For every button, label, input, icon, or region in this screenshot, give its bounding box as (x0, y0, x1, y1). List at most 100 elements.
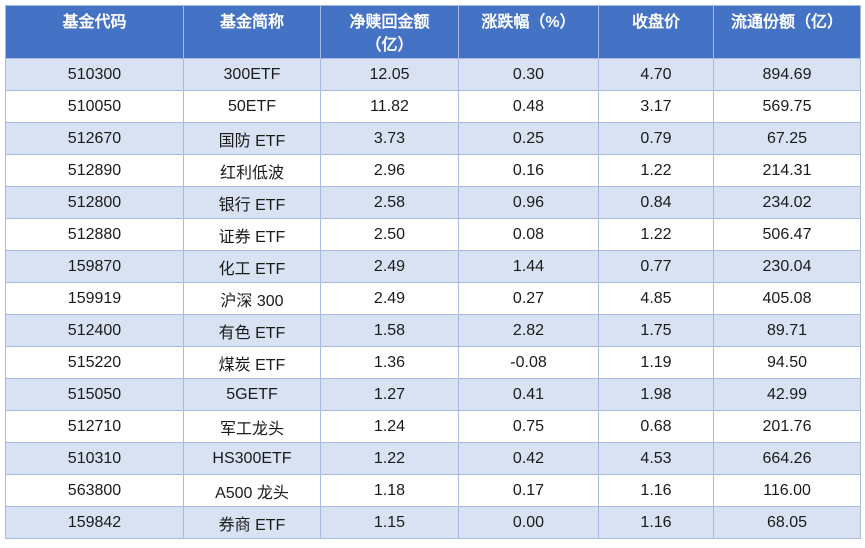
cell-change-pct: 0.17 (458, 474, 599, 507)
cell-close-price: 1.19 (598, 346, 714, 379)
cell-fund-code: 510050 (5, 90, 184, 123)
cell-net-redemption: 3.73 (320, 122, 459, 155)
cell-close-price: 1.22 (598, 218, 714, 251)
cell-close-price: 1.75 (598, 314, 714, 347)
cell-float-shares: 214.31 (713, 154, 861, 187)
table-row: 512880 证券 ETF 2.50 0.08 1.22 506.47 (5, 218, 861, 251)
cell-change-pct: 0.75 (458, 410, 599, 443)
cell-close-price: 0.77 (598, 250, 714, 283)
cell-float-shares: 405.08 (713, 282, 861, 315)
table-row: 510310 HS300ETF 1.22 0.42 4.53 664.26 (5, 442, 861, 475)
cell-float-shares: 94.50 (713, 346, 861, 379)
table-header-row: 基金代码 基金简称 净赎回金额（亿） 涨跌幅（%） 收盘价 流通份额（亿） (5, 5, 861, 59)
cell-change-pct: 0.42 (458, 442, 599, 475)
cell-close-price: 0.68 (598, 410, 714, 443)
cell-change-pct: 0.96 (458, 186, 599, 219)
cell-close-price: 1.22 (598, 154, 714, 187)
column-header-fund-code: 基金代码 (5, 5, 184, 59)
cell-fund-code: 510300 (5, 58, 184, 91)
table-row: 159919 沪深 300 2.49 0.27 4.85 405.08 (5, 282, 861, 315)
cell-close-price: 0.84 (598, 186, 714, 219)
cell-float-shares: 68.05 (713, 506, 861, 539)
cell-fund-name: 沪深 300 (183, 282, 321, 315)
cell-fund-code: 159842 (5, 506, 184, 539)
cell-fund-name: HS300ETF (183, 442, 321, 475)
column-header-float-shares: 流通份额（亿） (713, 5, 861, 59)
cell-change-pct: 2.82 (458, 314, 599, 347)
cell-fund-name: 有色 ETF (183, 314, 321, 347)
cell-change-pct: 0.25 (458, 122, 599, 155)
cell-float-shares: 67.25 (713, 122, 861, 155)
cell-net-redemption: 2.50 (320, 218, 459, 251)
cell-fund-code: 512710 (5, 410, 184, 443)
cell-change-pct: 0.48 (458, 90, 599, 123)
table-row: 159842 券商 ETF 1.15 0.00 1.16 68.05 (5, 506, 861, 539)
cell-float-shares: 230.04 (713, 250, 861, 283)
cell-close-price: 1.98 (598, 378, 714, 411)
column-header-close-price: 收盘价 (598, 5, 714, 59)
table-row: 512670 国防 ETF 3.73 0.25 0.79 67.25 (5, 122, 861, 155)
cell-net-redemption: 12.05 (320, 58, 459, 91)
cell-fund-name: 煤炭 ETF (183, 346, 321, 379)
cell-net-redemption: 1.18 (320, 474, 459, 507)
cell-change-pct: 0.30 (458, 58, 599, 91)
cell-net-redemption: 2.49 (320, 250, 459, 283)
table-body: 510300 300ETF 12.05 0.30 4.70 894.69 510050 50E… (5, 58, 861, 539)
table-row: 515220 煤炭 ETF 1.36 -0.08 1.19 94.50 (5, 346, 861, 379)
cell-fund-code: 512880 (5, 218, 184, 251)
cell-float-shares: 569.75 (713, 90, 861, 123)
cell-change-pct: 0.08 (458, 218, 599, 251)
cell-net-redemption: 11.82 (320, 90, 459, 123)
cell-fund-name: 5GETF (183, 378, 321, 411)
cell-fund-name: 银行 ETF (183, 186, 321, 219)
table-row: 510300 300ETF 12.05 0.30 4.70 894.69 (5, 58, 861, 91)
cell-float-shares: 89.71 (713, 314, 861, 347)
cell-float-shares: 116.00 (713, 474, 861, 507)
cell-fund-code: 159919 (5, 282, 184, 315)
fund-table-container: 基金代码 基金简称 净赎回金额（亿） 涨跌幅（%） 收盘价 流通份额（亿） 51… (5, 5, 861, 539)
cell-close-price: 1.16 (598, 506, 714, 539)
table-row: 510050 50ETF 11.82 0.48 3.17 569.75 (5, 90, 861, 123)
cell-close-price: 3.17 (598, 90, 714, 123)
cell-net-redemption: 1.27 (320, 378, 459, 411)
cell-fund-code: 563800 (5, 474, 184, 507)
cell-net-redemption: 1.15 (320, 506, 459, 539)
cell-fund-name: A500 龙头 (183, 474, 321, 507)
cell-net-redemption: 1.24 (320, 410, 459, 443)
cell-fund-name: 证券 ETF (183, 218, 321, 251)
table-row: 512710 军工龙头 1.24 0.75 0.68 201.76 (5, 410, 861, 443)
cell-float-shares: 894.69 (713, 58, 861, 91)
table-row: 515050 5GETF 1.27 0.41 1.98 42.99 (5, 378, 861, 411)
cell-change-pct: 1.44 (458, 250, 599, 283)
column-header-fund-name: 基金简称 (183, 5, 321, 59)
cell-float-shares: 664.26 (713, 442, 861, 475)
column-header-change-pct: 涨跌幅（%） (458, 5, 599, 59)
cell-fund-name: 50ETF (183, 90, 321, 123)
cell-change-pct: 0.41 (458, 378, 599, 411)
cell-net-redemption: 2.96 (320, 154, 459, 187)
cell-close-price: 4.53 (598, 442, 714, 475)
cell-float-shares: 201.76 (713, 410, 861, 443)
cell-fund-code: 512800 (5, 186, 184, 219)
cell-fund-name: 券商 ETF (183, 506, 321, 539)
cell-float-shares: 42.99 (713, 378, 861, 411)
fund-redemption-table: 基金代码 基金简称 净赎回金额（亿） 涨跌幅（%） 收盘价 流通份额（亿） 51… (5, 5, 861, 539)
cell-change-pct: 0.27 (458, 282, 599, 315)
cell-fund-code: 510310 (5, 442, 184, 475)
cell-fund-name: 军工龙头 (183, 410, 321, 443)
table-row: 512400 有色 ETF 1.58 2.82 1.75 89.71 (5, 314, 861, 347)
cell-close-price: 4.70 (598, 58, 714, 91)
cell-fund-code: 512890 (5, 154, 184, 187)
cell-fund-name: 300ETF (183, 58, 321, 91)
cell-fund-code: 515050 (5, 378, 184, 411)
cell-close-price: 0.79 (598, 122, 714, 155)
cell-fund-code: 159870 (5, 250, 184, 283)
cell-net-redemption: 2.58 (320, 186, 459, 219)
cell-net-redemption: 1.22 (320, 442, 459, 475)
cell-change-pct: -0.08 (458, 346, 599, 379)
cell-fund-code: 512400 (5, 314, 184, 347)
cell-fund-code: 515220 (5, 346, 184, 379)
table-row: 512800 银行 ETF 2.58 0.96 0.84 234.02 (5, 186, 861, 219)
cell-change-pct: 0.00 (458, 506, 599, 539)
table-row: 512890 红利低波 2.96 0.16 1.22 214.31 (5, 154, 861, 187)
